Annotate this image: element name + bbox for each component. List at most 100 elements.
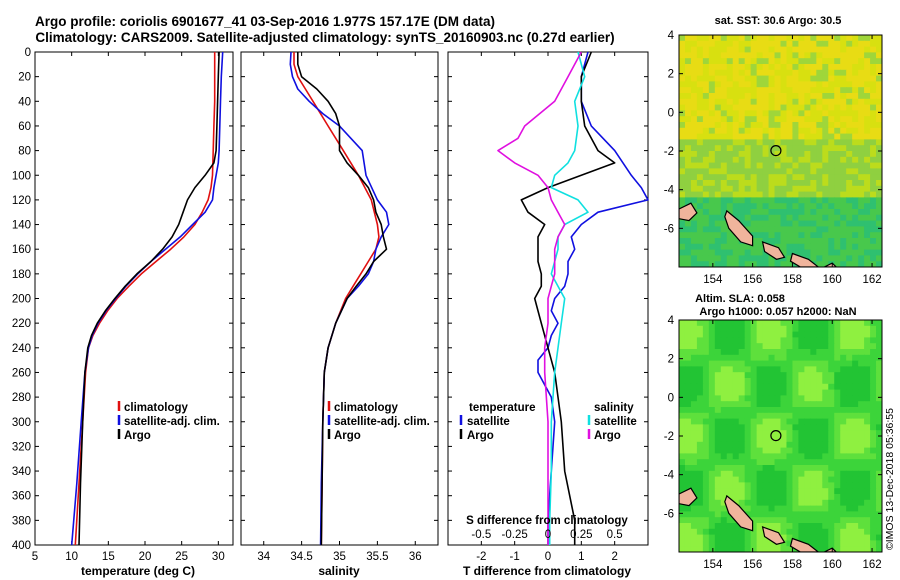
map-cell	[768, 540, 776, 547]
map-cell	[816, 372, 823, 379]
map-cell	[768, 98, 776, 106]
map-cell	[762, 64, 770, 71]
map-cell	[756, 58, 764, 65]
map-cell	[780, 447, 788, 454]
map-cell	[720, 93, 728, 100]
map-cell	[846, 459, 853, 466]
map-cell	[828, 58, 835, 65]
map-cell	[768, 46, 776, 53]
map-cell	[798, 127, 805, 135]
map-cell	[780, 145, 788, 152]
map-cell	[792, 407, 800, 414]
map-cell	[679, 378, 686, 385]
map-cell	[774, 401, 782, 408]
map-cell	[684, 104, 692, 111]
map-cell	[864, 407, 871, 414]
map-cell	[846, 191, 853, 198]
map-cell	[744, 180, 752, 187]
map-cell	[828, 354, 835, 362]
map-cell	[864, 354, 871, 362]
map-cell	[876, 320, 882, 327]
map-cell	[858, 156, 865, 164]
sst-map-title: sat. SST: 30.6 Argo: 30.5	[715, 15, 842, 27]
map-cell	[762, 494, 770, 501]
map-cell	[804, 407, 811, 414]
map-cell	[852, 499, 859, 507]
map-cell	[696, 93, 704, 100]
map-cell	[768, 412, 776, 420]
map-cell	[786, 482, 794, 489]
map-cell	[828, 395, 835, 402]
map-cell	[810, 243, 817, 251]
map-cell	[696, 320, 704, 327]
map-cell	[756, 430, 764, 437]
map-cell	[744, 243, 752, 251]
map-cell	[702, 511, 710, 518]
map-cell	[750, 401, 758, 408]
map-cell	[690, 81, 698, 88]
map-cell	[858, 360, 865, 367]
map-cell	[690, 546, 698, 552]
map-cell	[864, 366, 871, 373]
map-cell	[732, 494, 740, 501]
map-cell	[714, 243, 722, 251]
map-cell	[870, 40, 877, 48]
map-cell	[780, 325, 788, 333]
map-cell	[852, 93, 859, 100]
map-cell	[714, 52, 722, 59]
map-cell	[858, 378, 865, 385]
map-cell	[852, 197, 859, 204]
map-cell	[816, 203, 823, 210]
map-cell	[786, 517, 794, 524]
map-cell	[798, 389, 805, 396]
x-tick-label: 30	[212, 551, 225, 563]
map-cell	[780, 430, 788, 437]
map-cell	[714, 58, 722, 65]
map-cell	[810, 46, 817, 53]
map-cell	[684, 523, 692, 530]
map-cell	[774, 122, 782, 129]
map-cell	[756, 116, 764, 123]
map-cell	[876, 499, 882, 507]
map-cell	[744, 151, 752, 158]
map-cell	[774, 98, 782, 106]
map-cell	[684, 534, 692, 541]
map-cell	[846, 255, 853, 262]
map-cell	[750, 162, 758, 169]
map-cell	[858, 337, 865, 344]
map-cell	[780, 46, 788, 53]
map-cell	[858, 122, 865, 129]
map-cell	[786, 255, 794, 262]
map-cell	[792, 81, 800, 88]
map-cell	[690, 511, 698, 518]
map-cell	[744, 360, 752, 367]
map-cell	[762, 407, 770, 414]
map-cell	[804, 459, 811, 466]
map-cell	[798, 499, 805, 507]
map-cell	[828, 511, 835, 518]
map-cell	[828, 75, 835, 82]
map-cell	[780, 98, 788, 106]
map-cell	[684, 511, 692, 518]
map-cell	[846, 174, 853, 181]
map-cell	[822, 180, 829, 187]
map-cell	[750, 209, 758, 216]
map-cell	[684, 93, 692, 100]
map-cell	[780, 494, 788, 501]
map-cell	[864, 75, 871, 82]
map-cell	[798, 430, 805, 437]
map-cell	[708, 360, 716, 367]
map-cell	[684, 127, 692, 135]
map-cell	[852, 180, 859, 187]
map-cell	[816, 354, 823, 362]
legend-title-temperature: temperature	[469, 402, 535, 414]
map-cell	[864, 418, 871, 425]
map-cell	[876, 87, 882, 94]
map-cell	[726, 243, 734, 251]
map-cell	[732, 447, 740, 454]
map-cell	[792, 366, 800, 373]
map-cell	[864, 122, 871, 129]
map-cell	[720, 238, 728, 245]
map-cell	[846, 104, 853, 111]
map-cell	[679, 482, 686, 489]
